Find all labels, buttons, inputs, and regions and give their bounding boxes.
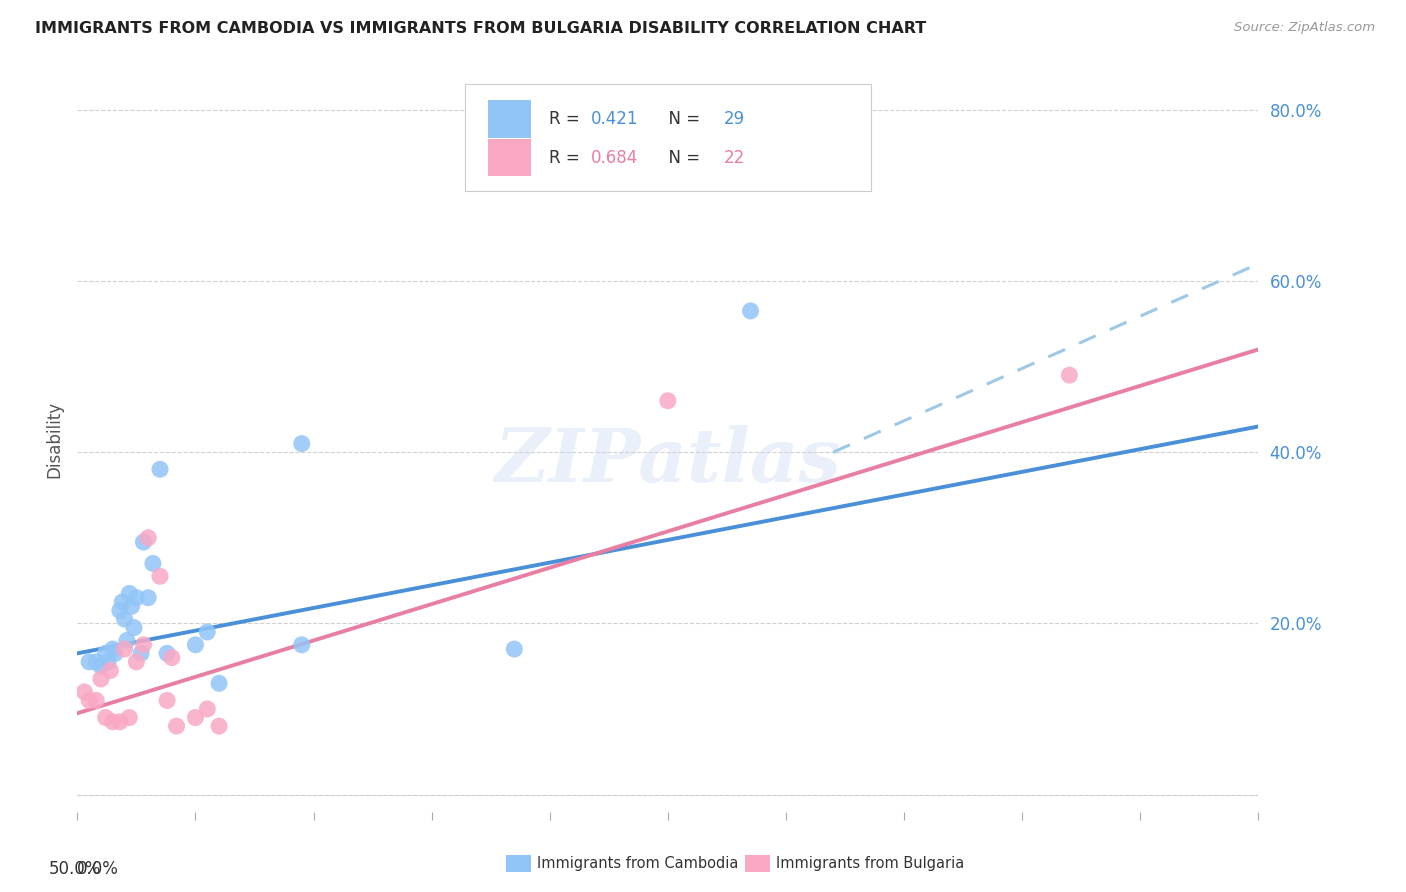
Text: Source: ZipAtlas.com: Source: ZipAtlas.com (1234, 21, 1375, 34)
Point (121, 599, 143, 614)
Point (291, 638, 314, 652)
Point (114, 642, 136, 657)
Text: 29: 29 (723, 110, 745, 128)
Point (291, 436, 314, 450)
Point (160, 650, 183, 665)
Point (73, 685, 96, 699)
Text: Immigrants from Bulgaria: Immigrants from Bulgaria (776, 856, 965, 871)
Text: IMMIGRANTS FROM CAMBODIA VS IMMIGRANTS FROM BULGARIA DISABILITY CORRELATION CHAR: IMMIGRANTS FROM CAMBODIA VS IMMIGRANTS F… (35, 21, 927, 36)
Point (195, 702, 218, 716)
Point (94, 646, 117, 660)
Point (184, 638, 207, 652)
Point (132, 535, 155, 549)
Point (136, 531, 159, 545)
Text: 0.0%: 0.0% (77, 860, 120, 878)
Text: 22: 22 (723, 149, 745, 167)
Point (101, 714, 124, 729)
Point (156, 693, 179, 707)
Point (740, 304, 762, 318)
Text: 0.684: 0.684 (591, 149, 638, 167)
Point (122, 621, 145, 635)
Point (208, 676, 231, 690)
FancyBboxPatch shape (465, 84, 870, 191)
Point (77, 655, 100, 669)
Point (90, 659, 112, 673)
Bar (488, 139, 531, 177)
Point (90, 672, 112, 686)
Text: 50.0%: 50.0% (49, 860, 101, 878)
Text: ZIPatlas: ZIPatlas (495, 425, 841, 498)
Text: Immigrants from Cambodia: Immigrants from Cambodia (537, 856, 738, 871)
Point (149, 569, 172, 583)
Point (184, 710, 207, 724)
Point (108, 714, 131, 729)
Point (775, 162, 797, 177)
Point (156, 646, 179, 660)
Point (136, 591, 159, 605)
Point (111, 595, 134, 609)
Point (100, 664, 122, 678)
Point (142, 557, 165, 571)
Point (1059, 368, 1081, 383)
Point (84, 693, 107, 707)
Point (132, 638, 155, 652)
Y-axis label: Disability: Disability (45, 401, 63, 478)
Text: 0.421: 0.421 (591, 110, 638, 128)
Point (114, 612, 136, 626)
Point (84, 655, 107, 669)
Point (125, 591, 148, 605)
Text: N =: N = (658, 149, 706, 167)
Point (101, 642, 124, 657)
Text: R =: R = (548, 149, 585, 167)
Point (129, 646, 152, 660)
Point (166, 719, 188, 733)
Point (657, 393, 679, 408)
Text: R =: R = (548, 110, 585, 128)
Point (77, 693, 100, 707)
Bar (488, 101, 531, 137)
Point (118, 586, 141, 600)
Point (104, 646, 127, 660)
Point (149, 462, 172, 476)
Point (94, 710, 117, 724)
Point (97, 655, 120, 669)
Point (208, 719, 231, 733)
Point (108, 603, 131, 617)
Point (503, 642, 526, 657)
Text: N =: N = (658, 110, 706, 128)
Point (115, 633, 138, 648)
Point (125, 655, 148, 669)
Point (195, 624, 218, 639)
Point (118, 710, 141, 724)
